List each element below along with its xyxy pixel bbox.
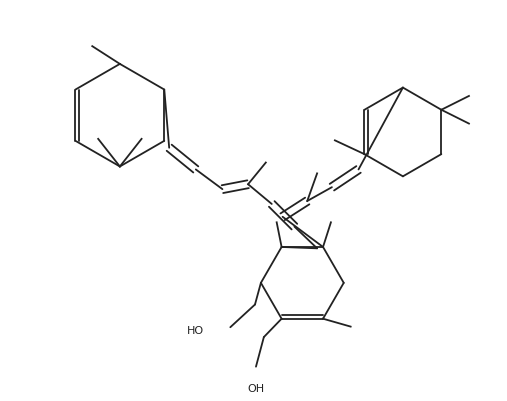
Text: HO: HO — [187, 325, 204, 335]
Text: OH: OH — [247, 383, 265, 393]
